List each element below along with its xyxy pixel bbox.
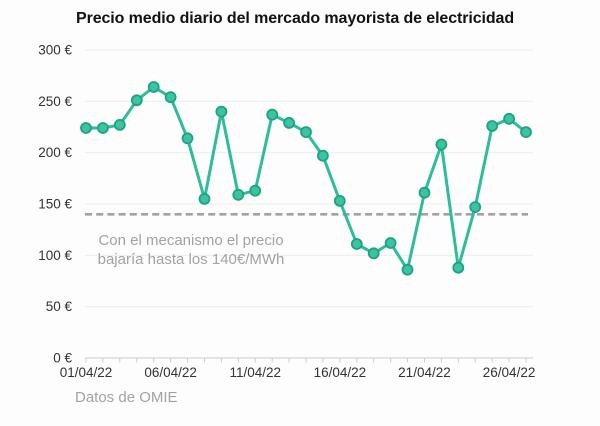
y-axis-label: 300 € — [38, 43, 72, 58]
y-axis-label: 0 € — [53, 351, 72, 366]
data-point-20/04/22[interactable] — [401, 263, 414, 276]
x-axis-label: 11/04/22 — [229, 365, 281, 380]
data-point-13/04/22[interactable] — [283, 117, 296, 129]
data-point-22/04/22[interactable] — [435, 138, 448, 151]
y-axis-label: 100 € — [38, 248, 72, 263]
data-point-07/04/22[interactable] — [181, 132, 194, 145]
x-axis-label: 26/04/22 — [483, 365, 536, 380]
chart-title: Precio medio diario del mercado mayorist… — [76, 10, 515, 27]
data-point-25/04/22[interactable] — [486, 120, 499, 132]
data-point-06/04/22[interactable] — [164, 91, 177, 104]
annotation-line-2: bajaría hasta los 140€/MWh — [97, 251, 285, 268]
data-point-23/04/22[interactable] — [452, 261, 465, 274]
x-axis-label: 21/04/22 — [398, 365, 451, 380]
data-point-19/04/22[interactable] — [384, 237, 397, 249]
y-axis-label: 200 € — [38, 145, 72, 160]
y-axis-label: 50 € — [46, 299, 73, 314]
data-point-15/04/22[interactable] — [316, 149, 329, 162]
data-point-10/04/22[interactable] — [232, 188, 245, 201]
data-point-26/04/22[interactable] — [503, 112, 516, 125]
data-point-04/04/22[interactable] — [130, 94, 143, 107]
data-point-09/04/22[interactable] — [215, 105, 228, 118]
x-axis-label: 06/04/22 — [144, 365, 197, 380]
y-axis-label: 250 € — [38, 94, 72, 109]
data-point-08/04/22[interactable] — [198, 192, 211, 205]
y-axis-label: 150 € — [38, 197, 72, 212]
data-source-label: Datos de OMIE — [75, 389, 178, 406]
data-point-21/04/22[interactable] — [418, 186, 431, 199]
data-point-24/04/22[interactable] — [469, 201, 482, 214]
data-point-05/04/22[interactable] — [147, 81, 160, 93]
data-point-12/04/22[interactable] — [266, 108, 279, 121]
data-point-02/04/22[interactable] — [97, 122, 109, 134]
data-point-01/04/22[interactable] — [80, 122, 92, 134]
annotation-line-1: Con el mecanismo el precio — [98, 232, 284, 249]
data-point-16/04/22[interactable] — [333, 194, 346, 207]
data-point-27/04/22[interactable] — [520, 126, 532, 139]
x-axis-label: 16/04/22 — [314, 365, 367, 380]
data-point-17/04/22[interactable] — [350, 238, 363, 250]
data-point-03/04/22[interactable] — [113, 119, 126, 131]
data-point-18/04/22[interactable] — [367, 247, 380, 260]
data-point-14/04/22[interactable] — [300, 126, 312, 139]
data-point-11/04/22[interactable] — [249, 184, 262, 197]
reference-annotation: Con el mecanismo el precio bajaría hasta… — [84, 231, 298, 269]
x-axis-label: 01/04/22 — [60, 365, 113, 380]
